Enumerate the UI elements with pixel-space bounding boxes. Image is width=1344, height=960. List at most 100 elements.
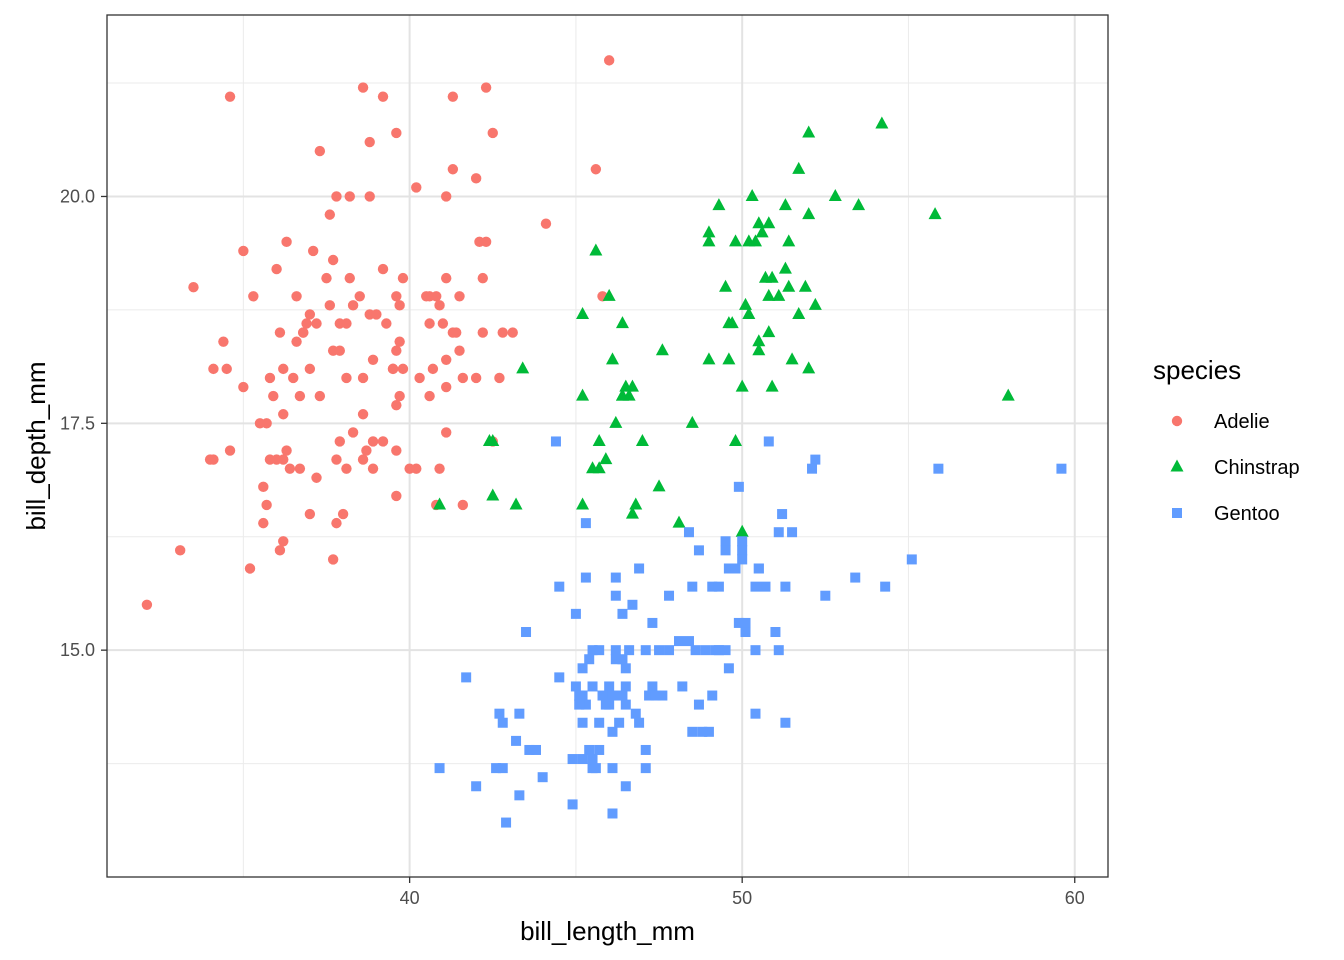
data-point-gentoo [703,726,714,737]
data-point-adelie [414,372,425,384]
data-point-chinstrap [516,361,530,374]
data-point-adelie [354,291,365,302]
data-point-gentoo [580,518,591,529]
data-point-adelie [394,390,405,402]
data-point-chinstrap [729,234,743,247]
data-point-chinstrap [599,452,613,465]
data-point-adelie [391,399,402,411]
data-point-gentoo [580,699,591,710]
data-point-adelie [361,445,372,456]
data-point-adelie [324,209,336,220]
data-point-adelie [288,372,299,384]
data-point-gentoo [514,708,525,719]
data-point-adelie [174,545,186,556]
y-tick-label: 20.0 [60,186,95,206]
data-point-gentoo [850,572,861,583]
data-point-chinstrap [433,497,447,510]
data-point-adelie [377,263,389,275]
data-point-gentoo [567,754,578,765]
data-point-adelie [487,127,498,139]
data-point-adelie [331,191,342,202]
data-point-chinstrap [652,479,666,492]
data-point-chinstrap [602,288,616,301]
data-point-gentoo [617,654,628,665]
legend-key-chinstrap [1170,459,1184,472]
data-point-gentoo [597,690,608,701]
data-point-gentoo [620,681,631,692]
data-point-gentoo [693,545,704,556]
data-point-gentoo [770,627,781,638]
data-point-adelie [494,372,505,384]
data-point-adelie [258,481,269,493]
data-point-gentoo [610,645,621,656]
data-point-gentoo [627,599,638,610]
data-point-chinstrap [702,234,716,247]
data-point-adelie [480,236,492,248]
data-point-gentoo [550,436,561,447]
data-point-gentoo [634,717,645,728]
data-point-gentoo [723,563,734,574]
data-point-gentoo [600,699,611,710]
data-point-adelie [391,345,402,356]
data-point-adelie [470,173,482,184]
data-point-chinstrap [765,270,779,283]
data-point-adelie [301,318,312,329]
data-point-adelie [457,372,469,384]
data-point-adelie [367,463,379,474]
data-point-gentoo [587,754,598,765]
legend-key-gentoo [1172,508,1182,518]
data-point-gentoo [750,645,761,656]
data-point-chinstrap [486,434,500,447]
data-point-adelie [224,445,236,456]
data-point-adelie [357,82,369,93]
data-point-adelie [188,282,199,293]
series-gentoo [434,436,1067,828]
y-axis-ticks: 15.0 17.5 20.0 [60,186,107,660]
data-point-chinstrap [635,434,649,447]
x-tick-label: 60 [1065,888,1085,908]
data-point-gentoo [607,726,618,737]
data-point-gentoo [700,645,711,656]
data-point-gentoo [567,799,578,810]
data-point-gentoo [584,744,595,755]
data-point-adelie [424,390,435,402]
data-point-gentoo [434,763,445,774]
data-point-gentoo [763,436,774,447]
data-point-adelie [347,300,359,311]
data-point-adelie [284,463,296,474]
data-point-chinstrap [605,352,619,365]
data-point-chinstrap [778,261,792,274]
data-point-gentoo [537,772,548,783]
data-point-chinstrap [745,189,759,202]
data-point-adelie [331,517,342,529]
data-point-gentoo [610,572,621,583]
panel-border [106,14,1109,878]
x-tick-label: 50 [732,888,752,908]
data-point-gentoo [497,763,508,774]
data-point-adelie [314,390,326,402]
data-point-chinstrap [729,434,743,447]
data-point-adelie [327,554,339,565]
data-point-adelie [507,327,518,338]
data-point-gentoo [531,744,541,755]
data-point-gentoo [587,645,598,656]
legend-items: Adelie Chinstrap Gentoo [1170,411,1300,525]
data-point-chinstrap [509,497,523,510]
data-point-gentoo [521,627,532,638]
data-point-adelie [238,381,249,393]
data-point-adelie [248,291,259,302]
data-point-gentoo [773,645,784,656]
data-point-adelie [304,508,316,520]
data-point-adelie [334,345,345,356]
minor-gridlines [107,15,1108,877]
data-point-chinstrap [762,325,776,338]
data-point-gentoo [620,663,631,674]
data-point-gentoo [780,581,791,592]
data-point-adelie [397,363,409,375]
legend: species Adelie Chinstrap Gentoo [1153,355,1300,525]
data-point-chinstrap [792,306,806,319]
data-point-adelie [447,91,459,102]
data-point-adelie [258,517,269,529]
data-point-adelie [441,191,452,202]
data-point-adelie [381,318,392,329]
